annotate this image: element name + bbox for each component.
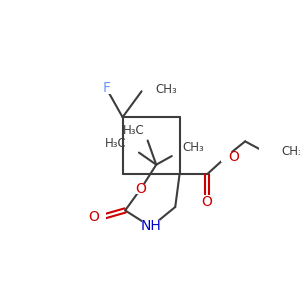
- Bar: [103, 85, 111, 94]
- Bar: [142, 220, 160, 232]
- Text: CH₃: CH₃: [281, 145, 300, 158]
- Text: H₃C: H₃C: [105, 137, 127, 151]
- Text: CH₃: CH₃: [155, 83, 177, 96]
- Text: F: F: [103, 81, 111, 95]
- Text: O: O: [135, 182, 146, 196]
- Bar: [202, 195, 212, 205]
- Bar: [221, 152, 231, 162]
- Text: O: O: [202, 195, 213, 209]
- Text: H₃C: H₃C: [122, 124, 144, 136]
- Text: O: O: [88, 210, 99, 224]
- Text: NH: NH: [141, 219, 161, 233]
- Bar: [136, 184, 146, 194]
- Text: CH₃: CH₃: [182, 141, 204, 154]
- Text: O: O: [228, 150, 239, 164]
- Bar: [96, 212, 106, 223]
